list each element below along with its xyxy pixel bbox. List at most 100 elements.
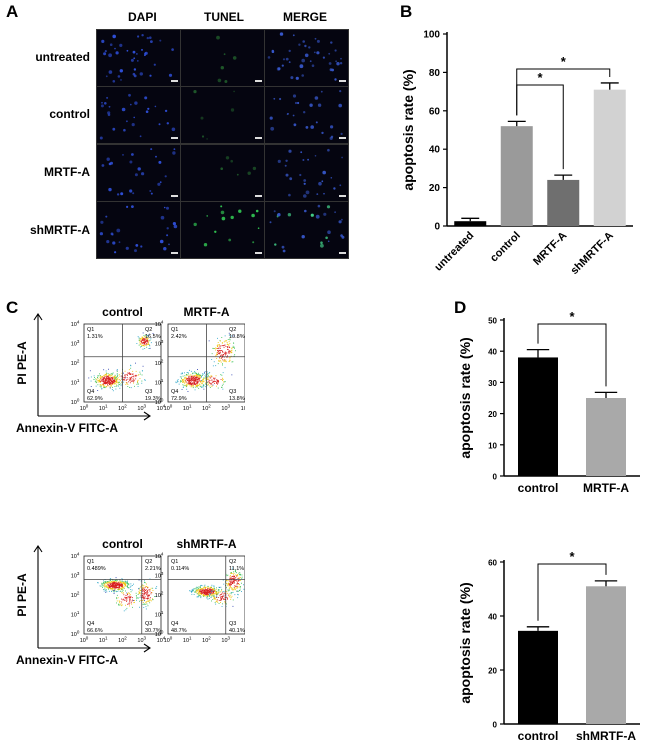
event-dot [108,377,110,378]
x-tick-label: 103 [221,636,230,645]
event-dot [209,593,211,594]
event-dot [205,381,207,383]
event-dot [223,593,225,595]
event-dot [197,590,198,592]
event-dot [189,385,191,387]
event-dot [203,385,204,386]
event-dot [132,373,134,375]
event-dot [232,599,234,601]
nucleus [310,125,314,129]
event-dot [107,587,109,589]
event-dot [114,585,116,587]
event-dot [208,596,210,597]
y-tick-label: 102 [155,359,164,368]
event-dot [129,382,131,384]
event-dot [130,380,132,382]
event-dot [110,384,112,386]
event-dot [222,603,223,605]
event-dot [115,383,117,385]
event-dot [128,583,130,585]
event-dot [110,377,112,379]
event-dot [113,382,115,384]
event-dot [139,600,140,602]
event-dot [115,585,117,587]
event-dot [189,381,191,383]
event-dot [196,375,198,376]
event-dot [142,600,143,601]
event-dot [108,382,110,383]
event-dot [210,383,212,385]
event-dot [214,602,216,604]
event-dot [115,584,116,586]
event-dot [147,598,149,600]
event-dot [148,342,149,344]
event-dot [193,590,194,592]
event-dot [211,595,213,597]
event-dot [224,340,226,342]
event-dot [141,344,143,346]
y-tick-label: 104 [155,320,164,329]
event-dot [112,581,114,583]
y-tick-exponent: 2 [77,591,80,596]
event-dot [95,378,97,380]
event-dot [187,380,189,382]
nucleus [339,90,342,93]
nucleus [310,213,314,217]
event-dot [149,344,150,346]
event-dot [143,607,145,608]
nucleus [108,70,113,74]
event-dot [204,593,206,595]
event-dot [115,590,117,592]
event-dot [219,344,220,346]
event-dot [240,586,241,587]
event-dot [147,590,148,592]
event-dot [100,378,102,380]
event-dot [218,600,220,601]
event-dot [231,576,233,578]
event-dot [126,597,128,598]
event-dot [101,384,103,385]
event-dot [99,380,101,382]
event-dot [131,376,133,378]
event-dot [209,594,211,595]
event-dot [114,587,116,588]
event-dot [204,586,206,588]
event-dot [209,387,211,388]
event-dot [190,381,192,383]
event-dot [114,584,116,586]
event-dot [108,581,110,583]
event-dot [120,584,121,586]
event-dot [211,592,213,594]
event-dot [184,372,185,374]
event-dot [181,377,182,379]
event-dot [208,595,210,597]
event-dot [138,337,140,339]
bar-shmrtf-a [586,586,626,724]
event-dot [196,589,198,591]
event-dot [145,602,147,604]
nucleus [323,192,325,195]
nucleus [159,181,162,184]
event-dot [184,378,186,380]
event-dot [142,596,144,598]
event-dot [194,383,196,385]
event-dot [208,589,210,591]
event-dot [97,582,99,584]
y-tick-exponent: 2 [161,359,164,364]
event-dot [232,361,234,363]
nucleus [144,54,146,57]
event-dot [107,581,108,582]
event-dot [222,354,224,356]
event-dot [213,598,215,600]
event-dot [203,587,205,589]
nucleus [120,192,124,196]
event-dot [195,587,197,589]
event-dot [198,586,200,588]
event-dot [192,375,194,377]
event-dot [144,379,146,380]
event-dot [235,571,236,573]
event-dot [187,377,189,379]
nucleus [206,138,208,140]
event-dot [207,379,209,380]
event-dot [148,600,150,602]
